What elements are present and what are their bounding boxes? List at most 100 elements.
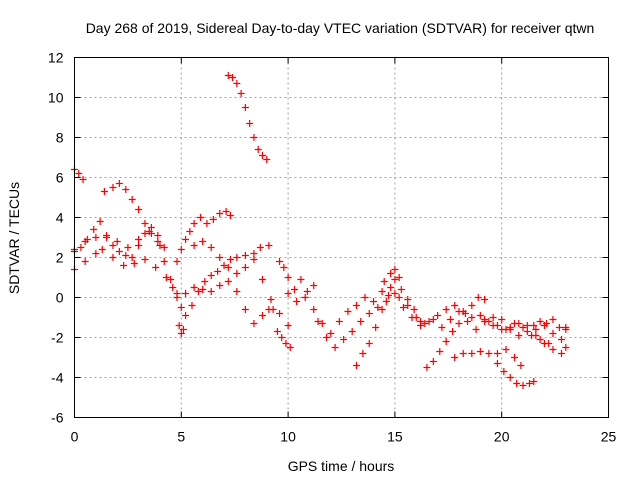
data-point — [284, 290, 292, 297]
data-point — [265, 242, 273, 249]
data-point — [124, 244, 132, 251]
data-point — [79, 176, 87, 183]
data-point — [434, 312, 442, 319]
data-point — [186, 228, 194, 235]
x-tick-label: 0 — [71, 429, 79, 445]
data-point — [523, 328, 531, 335]
data-marks — [71, 72, 570, 389]
data-point — [122, 186, 130, 193]
data-point — [361, 294, 369, 301]
data-point — [130, 260, 138, 267]
data-point — [498, 326, 506, 333]
y-tick-label: 8 — [56, 130, 64, 146]
data-point — [525, 380, 533, 387]
data-point — [532, 326, 540, 333]
series-track-2 — [71, 228, 164, 253]
data-point — [410, 306, 418, 313]
data-point — [449, 328, 457, 335]
data-point — [378, 288, 386, 295]
data-point — [203, 220, 211, 227]
grid — [74, 57, 609, 418]
y-tick-label: 4 — [56, 210, 64, 226]
data-point — [519, 382, 527, 389]
data-point — [182, 236, 190, 243]
data-point — [269, 306, 277, 313]
data-point — [173, 294, 181, 301]
data-point — [493, 350, 501, 357]
series-track-21 — [481, 318, 570, 357]
data-point — [291, 286, 299, 293]
data-point — [167, 276, 175, 283]
data-point — [515, 332, 523, 339]
data-point — [530, 322, 538, 329]
data-point — [224, 72, 232, 79]
data-point — [464, 318, 472, 325]
data-point — [485, 350, 493, 357]
data-point — [241, 306, 249, 313]
data-point — [519, 324, 527, 331]
data-point — [523, 322, 531, 329]
data-point — [511, 354, 519, 361]
data-point — [397, 286, 405, 293]
data-point — [327, 330, 335, 337]
data-point — [382, 298, 390, 305]
data-point — [128, 196, 136, 203]
data-point — [297, 276, 305, 283]
data-point — [378, 306, 386, 313]
data-point — [387, 284, 395, 291]
data-point — [120, 262, 128, 269]
data-point — [109, 184, 117, 191]
data-point — [188, 302, 196, 309]
y-axis-label: SDTVAR / TECUs — [6, 182, 22, 294]
data-point — [216, 254, 224, 261]
data-point — [404, 302, 412, 309]
axis-ticks: 0 5 10 15 20 25 -6 -4 -2 0 2 4 6 8 10 12 — [48, 50, 617, 445]
series-track-15 — [314, 290, 553, 351]
data-point — [190, 220, 198, 227]
data-point — [254, 146, 262, 153]
data-point — [109, 242, 117, 249]
data-point — [154, 232, 162, 239]
series-track-11 — [224, 72, 271, 163]
data-point — [421, 320, 429, 327]
data-point — [220, 262, 228, 269]
data-point — [481, 318, 489, 325]
data-point — [152, 264, 160, 271]
data-point — [162, 274, 170, 281]
data-point — [286, 344, 294, 351]
data-point — [100, 188, 108, 195]
series-track-10 — [190, 238, 292, 329]
data-point — [233, 254, 241, 261]
data-point — [481, 296, 489, 303]
data-point — [135, 236, 143, 243]
data-point — [246, 120, 254, 127]
data-point — [442, 306, 450, 313]
data-point — [408, 314, 416, 321]
data-point — [92, 250, 100, 257]
data-point — [331, 344, 339, 351]
data-point — [214, 268, 222, 275]
data-point — [352, 302, 360, 309]
series-track-7 — [173, 208, 234, 265]
data-point — [284, 322, 292, 329]
data-point — [226, 212, 234, 219]
data-point — [461, 310, 469, 317]
data-point — [391, 290, 399, 297]
data-point — [493, 360, 501, 367]
data-point — [549, 316, 557, 323]
series-track-9 — [182, 278, 273, 327]
data-point — [348, 328, 356, 335]
data-point — [250, 256, 258, 263]
series-track-20 — [493, 360, 538, 389]
series-track-6 — [173, 242, 273, 319]
data-point — [81, 258, 89, 265]
data-point — [399, 304, 407, 311]
data-point — [549, 346, 557, 353]
data-point — [128, 254, 136, 261]
data-point — [173, 258, 181, 265]
data-point — [141, 256, 149, 263]
data-point — [224, 278, 232, 285]
data-point — [90, 226, 98, 233]
data-point — [429, 358, 437, 365]
data-point — [224, 264, 232, 271]
